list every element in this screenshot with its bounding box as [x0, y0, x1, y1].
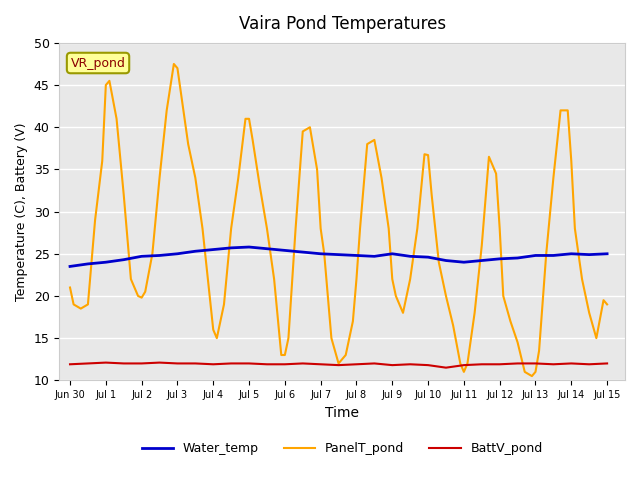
Water_temp	[353, 252, 360, 258]
Water_temp	[478, 258, 486, 264]
BattV_pond	[156, 360, 163, 365]
Water_temp	[586, 252, 593, 257]
BattV_pond	[514, 360, 522, 366]
BattV_pond	[424, 362, 432, 368]
Water_temp	[335, 252, 342, 257]
Line: Water_temp: Water_temp	[70, 247, 607, 266]
BattV_pond	[299, 360, 307, 366]
BattV_pond	[460, 362, 468, 368]
Water_temp	[191, 248, 199, 254]
BattV_pond	[138, 360, 145, 366]
BattV_pond	[245, 360, 253, 366]
BattV_pond	[191, 360, 199, 366]
Water_temp	[406, 253, 414, 259]
Water_temp	[299, 249, 307, 255]
BattV_pond	[317, 361, 324, 367]
BattV_pond	[173, 360, 181, 366]
Water_temp	[120, 257, 127, 263]
Water_temp	[138, 253, 145, 259]
Water_temp	[442, 258, 450, 264]
BattV_pond	[371, 360, 378, 366]
Water_temp	[263, 246, 271, 252]
PanelT_pond	[209, 327, 217, 333]
Water_temp	[209, 247, 217, 252]
BattV_pond	[550, 361, 557, 367]
BattV_pond	[496, 361, 504, 367]
Line: BattV_pond: BattV_pond	[70, 362, 607, 368]
Legend: Water_temp, PanelT_pond, BattV_pond: Water_temp, PanelT_pond, BattV_pond	[136, 437, 548, 460]
PanelT_pond	[385, 226, 392, 231]
BattV_pond	[120, 360, 127, 366]
BattV_pond	[388, 362, 396, 368]
PanelT_pond	[66, 285, 74, 290]
BattV_pond	[586, 361, 593, 367]
Water_temp	[550, 252, 557, 258]
BattV_pond	[406, 361, 414, 367]
BattV_pond	[532, 360, 540, 366]
BattV_pond	[209, 361, 217, 367]
BattV_pond	[604, 360, 611, 366]
BattV_pond	[102, 360, 109, 365]
Water_temp	[66, 264, 74, 269]
PanelT_pond	[600, 297, 607, 303]
Water_temp	[281, 248, 289, 253]
PanelT_pond	[604, 301, 611, 307]
Water_temp	[568, 251, 575, 257]
PanelT_pond	[198, 226, 206, 231]
BattV_pond	[353, 361, 360, 367]
Water_temp	[317, 251, 324, 257]
Water_temp	[84, 261, 92, 267]
Water_temp	[245, 244, 253, 250]
Water_temp	[371, 253, 378, 259]
Water_temp	[514, 255, 522, 261]
X-axis label: Time: Time	[325, 406, 359, 420]
Y-axis label: Temperature (C), Battery (V): Temperature (C), Battery (V)	[15, 122, 28, 301]
Water_temp	[604, 251, 611, 257]
BattV_pond	[568, 360, 575, 366]
BattV_pond	[84, 360, 92, 366]
BattV_pond	[478, 361, 486, 367]
Water_temp	[388, 251, 396, 257]
Text: VR_pond: VR_pond	[70, 57, 125, 70]
Water_temp	[173, 251, 181, 257]
BattV_pond	[263, 361, 271, 367]
PanelT_pond	[170, 61, 178, 67]
Line: PanelT_pond: PanelT_pond	[70, 64, 607, 376]
PanelT_pond	[532, 369, 540, 375]
PanelT_pond	[528, 373, 536, 379]
Water_temp	[496, 256, 504, 262]
Water_temp	[424, 254, 432, 260]
BattV_pond	[227, 360, 235, 366]
BattV_pond	[442, 365, 450, 371]
Water_temp	[532, 252, 540, 258]
Title: Vaira Pond Temperatures: Vaira Pond Temperatures	[239, 15, 445, 33]
Water_temp	[156, 252, 163, 258]
BattV_pond	[281, 361, 289, 367]
BattV_pond	[66, 361, 74, 367]
Water_temp	[460, 259, 468, 265]
Water_temp	[227, 245, 235, 251]
PanelT_pond	[134, 293, 142, 299]
BattV_pond	[335, 362, 342, 368]
Water_temp	[102, 259, 109, 265]
